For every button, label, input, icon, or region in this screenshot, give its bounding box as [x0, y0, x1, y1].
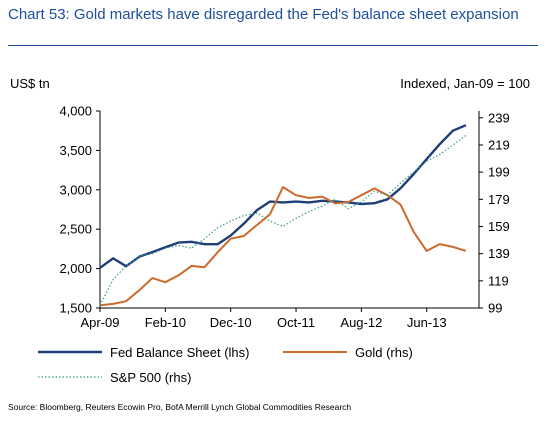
title-divider [8, 45, 538, 46]
chart-title: Chart 53: Gold markets have disregarded … [8, 6, 519, 23]
x-tick-label: Dec-10 [210, 315, 252, 330]
right-tick-label: 159 [488, 219, 510, 234]
left-tick-label: 1,500 [59, 301, 92, 316]
right-tick-label: 179 [488, 192, 510, 207]
left-axis-unit: US$ tn [10, 76, 50, 91]
right-axis-unit: Indexed, Jan-09 = 100 [400, 76, 530, 91]
right-tick-label: 139 [488, 246, 510, 261]
left-tick-label: 3,500 [59, 143, 92, 158]
series-line-0 [99, 124, 467, 269]
x-tick-label: Oct-11 [277, 315, 315, 330]
left-tick-label: 2,000 [59, 261, 92, 276]
source-note: Source: Bloomberg, Reuters Ecowin Pro, B… [8, 402, 352, 412]
right-tick-label: 119 [488, 273, 509, 288]
left-tick-label: 4,000 [59, 104, 92, 119]
right-tick-label: 239 [488, 110, 510, 125]
x-tick-label: Aug-12 [340, 315, 382, 330]
x-tick-label: Apr-09 [80, 315, 119, 330]
legend-label-0: Fed Balance Sheet (lhs) [110, 345, 249, 360]
series-line-1 [99, 186, 467, 307]
legend-label-1: Gold (rhs) [355, 345, 413, 360]
x-tick-label: Jun-13 [407, 315, 447, 330]
left-tick-label: 3,000 [59, 182, 92, 197]
left-tick-label: 2,500 [59, 222, 92, 237]
right-tick-label: 199 [488, 165, 510, 180]
right-tick-label: 99 [488, 301, 502, 316]
right-tick-label: 219 [488, 137, 510, 152]
x-tick-label: Feb-10 [145, 315, 186, 330]
legend-label-2: S&P 500 (rhs) [110, 370, 191, 385]
